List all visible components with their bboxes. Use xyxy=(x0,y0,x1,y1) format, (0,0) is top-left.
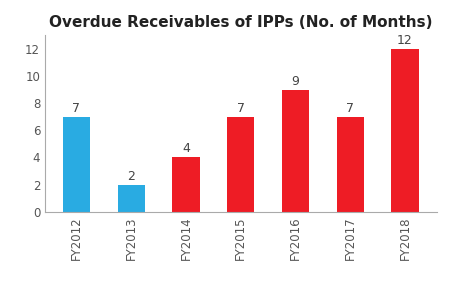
Text: 7: 7 xyxy=(72,102,81,115)
Text: 4: 4 xyxy=(182,142,190,155)
Title: Overdue Receivables of IPPs (No. of Months): Overdue Receivables of IPPs (No. of Mont… xyxy=(49,15,432,30)
Bar xyxy=(392,49,418,212)
Bar xyxy=(63,117,90,212)
Text: 12: 12 xyxy=(397,34,413,47)
Text: 7: 7 xyxy=(237,102,245,115)
Text: 9: 9 xyxy=(292,74,299,88)
Bar xyxy=(117,185,145,212)
Bar xyxy=(227,117,254,212)
Bar xyxy=(172,157,200,212)
Text: 7: 7 xyxy=(346,102,354,115)
Bar xyxy=(337,117,364,212)
Text: 2: 2 xyxy=(127,170,135,183)
Bar xyxy=(282,90,309,212)
